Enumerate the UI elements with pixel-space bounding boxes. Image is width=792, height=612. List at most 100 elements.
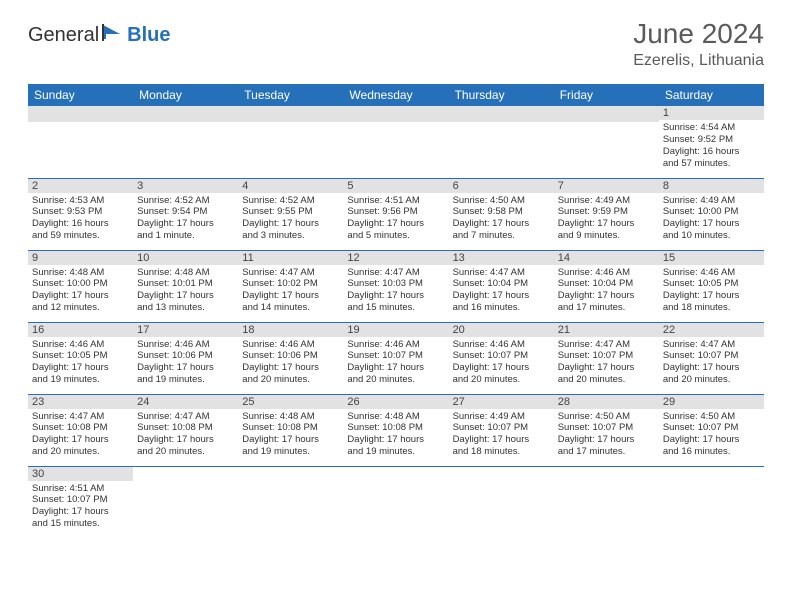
sunset-text: Sunset: 10:07 PM (558, 422, 655, 434)
day-cell: 8Sunrise: 4:49 AMSunset: 10:00 PMDayligh… (659, 178, 764, 250)
daylight-text: Daylight: 17 hours (558, 362, 655, 374)
daylight-text: Daylight: 17 hours (242, 362, 339, 374)
col-wednesday: Wednesday (343, 84, 448, 106)
day-number: 19 (343, 323, 448, 337)
daylight-text: and 13 minutes. (137, 302, 234, 314)
table-row: 30Sunrise: 4:51 AMSunset: 10:07 PMDaylig… (28, 466, 764, 538)
sunrise-text: Sunrise: 4:48 AM (137, 267, 234, 279)
day-number: 27 (449, 395, 554, 409)
day-cell (554, 106, 659, 178)
day-cell (449, 466, 554, 538)
day-number: 12 (343, 251, 448, 265)
empty-day-header (28, 106, 133, 122)
empty-day-header (449, 106, 554, 122)
col-thursday: Thursday (449, 84, 554, 106)
daylight-text: Daylight: 17 hours (558, 434, 655, 446)
daylight-text: Daylight: 17 hours (347, 290, 444, 302)
sunset-text: Sunset: 10:07 PM (663, 422, 760, 434)
sunset-text: Sunset: 10:00 PM (663, 206, 760, 218)
day-cell: 10Sunrise: 4:48 AMSunset: 10:01 PMDaylig… (133, 250, 238, 322)
sunrise-text: Sunrise: 4:48 AM (32, 267, 129, 279)
day-cell: 3Sunrise: 4:52 AMSunset: 9:54 PMDaylight… (133, 178, 238, 250)
sunrise-text: Sunrise: 4:47 AM (242, 267, 339, 279)
day-cell: 26Sunrise: 4:48 AMSunset: 10:08 PMDaylig… (343, 394, 448, 466)
day-cell: 20Sunrise: 4:46 AMSunset: 10:07 PMDaylig… (449, 322, 554, 394)
sunrise-text: Sunrise: 4:47 AM (663, 339, 760, 351)
sunset-text: Sunset: 10:07 PM (32, 494, 129, 506)
sunrise-text: Sunrise: 4:50 AM (558, 411, 655, 423)
sunset-text: Sunset: 10:08 PM (32, 422, 129, 434)
sunrise-text: Sunrise: 4:48 AM (347, 411, 444, 423)
day-cell: 30Sunrise: 4:51 AMSunset: 10:07 PMDaylig… (28, 466, 133, 538)
day-cell: 27Sunrise: 4:49 AMSunset: 10:07 PMDaylig… (449, 394, 554, 466)
day-number: 30 (28, 467, 133, 481)
day-cell (343, 106, 448, 178)
sunset-text: Sunset: 10:07 PM (453, 350, 550, 362)
daylight-text: and 20 minutes. (32, 446, 129, 458)
sunrise-text: Sunrise: 4:46 AM (347, 339, 444, 351)
daylight-text: Daylight: 16 hours (663, 146, 760, 158)
sunrise-text: Sunrise: 4:47 AM (347, 267, 444, 279)
day-number: 20 (449, 323, 554, 337)
daylight-text: and 14 minutes. (242, 302, 339, 314)
day-number: 3 (133, 179, 238, 193)
daylight-text: and 19 minutes. (32, 374, 129, 386)
daylight-text: Daylight: 17 hours (32, 290, 129, 302)
sunset-text: Sunset: 10:01 PM (137, 278, 234, 290)
sunrise-text: Sunrise: 4:46 AM (558, 267, 655, 279)
day-cell: 17Sunrise: 4:46 AMSunset: 10:06 PMDaylig… (133, 322, 238, 394)
day-number: 10 (133, 251, 238, 265)
day-number: 13 (449, 251, 554, 265)
daylight-text: and 18 minutes. (453, 446, 550, 458)
sunset-text: Sunset: 9:59 PM (558, 206, 655, 218)
sunset-text: Sunset: 9:55 PM (242, 206, 339, 218)
day-cell (133, 106, 238, 178)
sunset-text: Sunset: 10:05 PM (32, 350, 129, 362)
day-cell: 6Sunrise: 4:50 AMSunset: 9:58 PMDaylight… (449, 178, 554, 250)
day-number: 1 (659, 106, 764, 120)
sunrise-text: Sunrise: 4:47 AM (32, 411, 129, 423)
day-cell: 21Sunrise: 4:47 AMSunset: 10:07 PMDaylig… (554, 322, 659, 394)
day-cell: 7Sunrise: 4:49 AMSunset: 9:59 PMDaylight… (554, 178, 659, 250)
daylight-text: and 19 minutes. (137, 374, 234, 386)
daylight-text: Daylight: 17 hours (558, 290, 655, 302)
daylight-text: Daylight: 17 hours (663, 290, 760, 302)
day-cell: 22Sunrise: 4:47 AMSunset: 10:07 PMDaylig… (659, 322, 764, 394)
empty-day-header (133, 106, 238, 122)
sunrise-text: Sunrise: 4:49 AM (453, 411, 550, 423)
sunrise-text: Sunrise: 4:51 AM (347, 195, 444, 207)
day-number: 6 (449, 179, 554, 193)
daylight-text: Daylight: 17 hours (32, 506, 129, 518)
day-cell: 11Sunrise: 4:47 AMSunset: 10:02 PMDaylig… (238, 250, 343, 322)
daylight-text: and 17 minutes. (558, 302, 655, 314)
daylight-text: and 16 minutes. (453, 302, 550, 314)
sunrise-text: Sunrise: 4:53 AM (32, 195, 129, 207)
daylight-text: Daylight: 17 hours (558, 218, 655, 230)
sunset-text: Sunset: 10:06 PM (242, 350, 339, 362)
sunset-text: Sunset: 9:56 PM (347, 206, 444, 218)
sunrise-text: Sunrise: 4:50 AM (453, 195, 550, 207)
day-number: 28 (554, 395, 659, 409)
day-cell: 28 Sunrise: 4:50 AMSunset: 10:07 PMDaylig… (554, 394, 659, 466)
daylight-text: Daylight: 17 hours (453, 434, 550, 446)
sunrise-text: Sunrise: 4:49 AM (558, 195, 655, 207)
day-cell: 18Sunrise: 4:46 AMSunset: 10:06 PMDaylig… (238, 322, 343, 394)
flag-icon (102, 24, 124, 47)
sunset-text: Sunset: 9:58 PM (453, 206, 550, 218)
daylight-text: Daylight: 17 hours (137, 218, 234, 230)
day-cell: 14Sunrise: 4:46 AMSunset: 10:04 PMDaylig… (554, 250, 659, 322)
day-cell (238, 466, 343, 538)
day-cell (343, 466, 448, 538)
day-cell: 4Sunrise: 4:52 AMSunset: 9:55 PMDaylight… (238, 178, 343, 250)
day-number: 8 (659, 179, 764, 193)
sunrise-text: Sunrise: 4:46 AM (453, 339, 550, 351)
daylight-text: Daylight: 17 hours (32, 362, 129, 374)
sunrise-text: Sunrise: 4:52 AM (137, 195, 234, 207)
daylight-text: Daylight: 17 hours (663, 362, 760, 374)
sunset-text: Sunset: 10:05 PM (663, 278, 760, 290)
day-number: 26 (343, 395, 448, 409)
daylight-text: and 3 minutes. (242, 230, 339, 242)
day-number: 25 (238, 395, 343, 409)
daylight-text: and 20 minutes. (242, 374, 339, 386)
daylight-text: Daylight: 17 hours (32, 434, 129, 446)
